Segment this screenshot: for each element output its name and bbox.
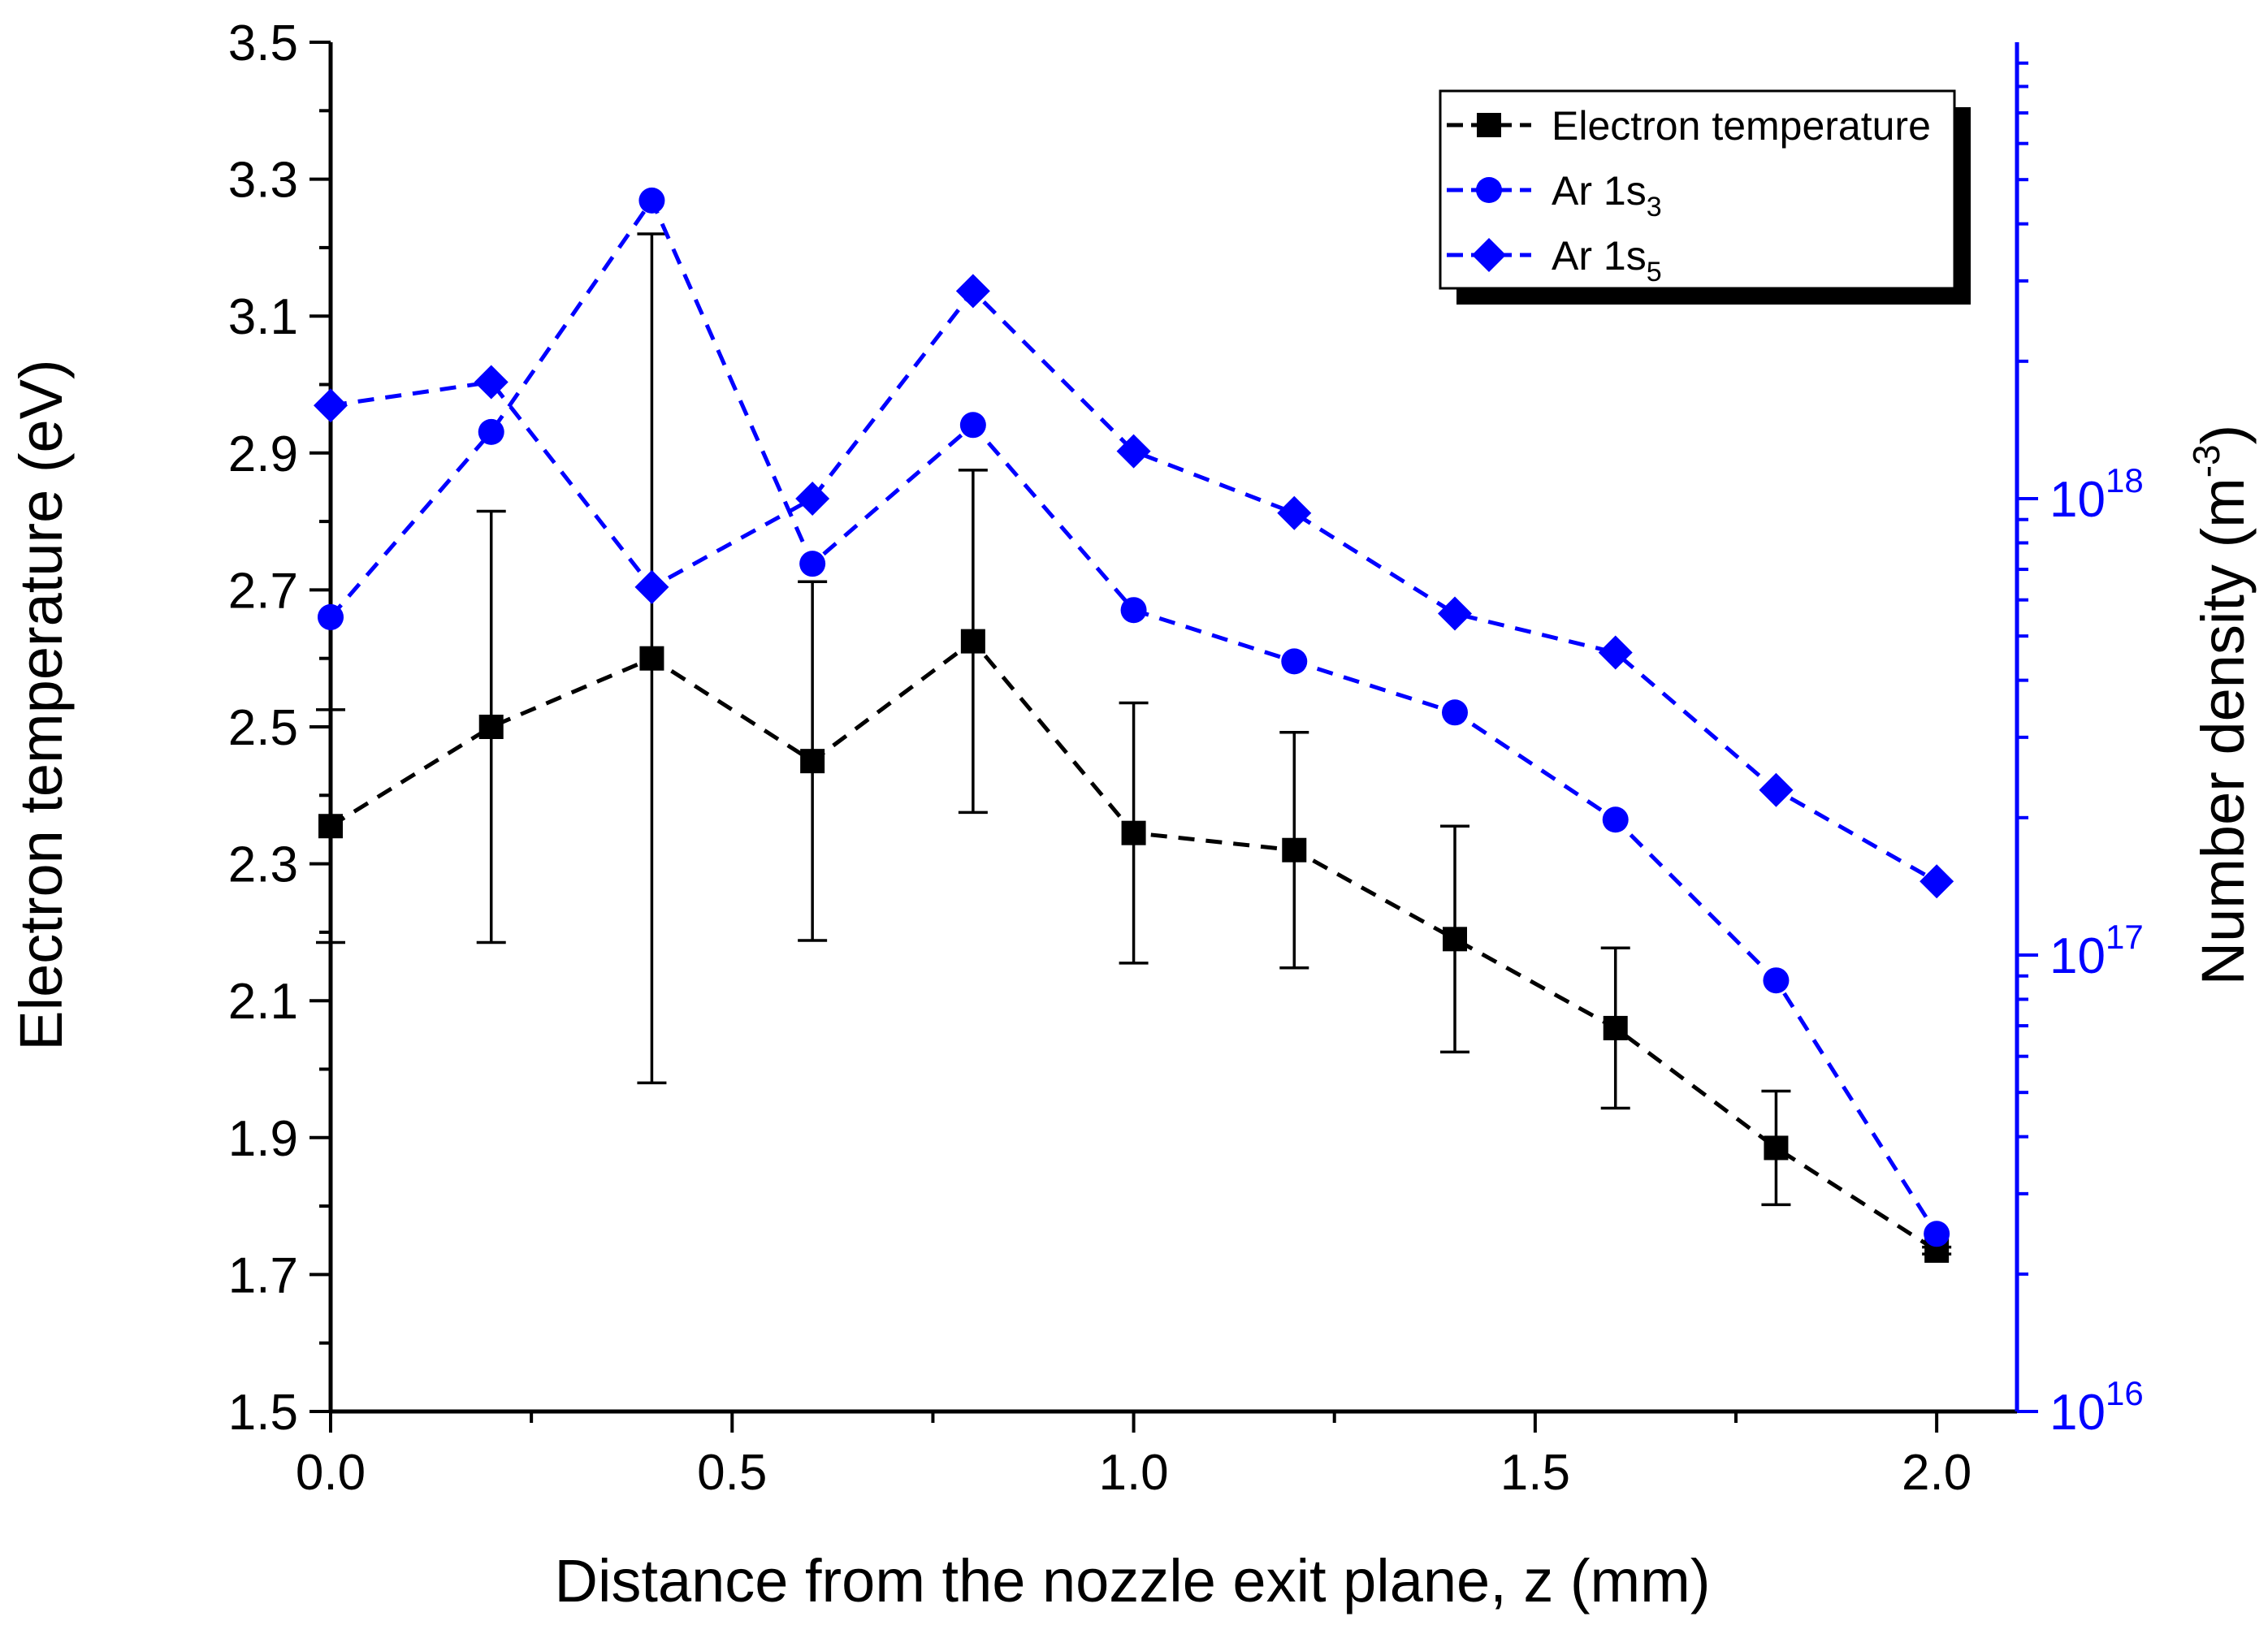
data-point bbox=[314, 388, 348, 423]
data-point bbox=[1920, 864, 1954, 899]
data-point bbox=[1598, 635, 1633, 670]
x-axis-label: Distance from the nozzle exit plane, z (… bbox=[555, 1547, 1711, 1615]
legend-entry: Ar 1s5 bbox=[1447, 233, 1662, 287]
data-point bbox=[800, 749, 825, 774]
legend-entry: Electron temperature bbox=[1447, 103, 1931, 149]
legend-label-text: Ar 1s bbox=[1552, 233, 1647, 279]
series-3 bbox=[314, 274, 1954, 899]
data-point bbox=[639, 646, 664, 671]
data-point bbox=[795, 482, 830, 516]
y-left-tick-label: 2.5 bbox=[228, 700, 298, 756]
data-point bbox=[1764, 1135, 1789, 1161]
data-point bbox=[1281, 648, 1308, 675]
data-point bbox=[1924, 1221, 1950, 1247]
data-point bbox=[478, 418, 504, 445]
data-point bbox=[478, 715, 504, 739]
y-right-tick-base: 10 bbox=[2049, 472, 2106, 528]
data-point bbox=[1763, 967, 1790, 994]
y-right-tick-exponent: 16 bbox=[2106, 1374, 2144, 1412]
y-right-tick-label: 1016 bbox=[2049, 1374, 2144, 1441]
data-point bbox=[1442, 699, 1468, 726]
y-left-tick-label: 3.1 bbox=[228, 289, 298, 345]
x-tick-label: 2.0 bbox=[1902, 1445, 1972, 1501]
data-point bbox=[1759, 772, 1794, 807]
data-point bbox=[1120, 597, 1147, 624]
data-point bbox=[960, 629, 985, 654]
y-left-tick-label: 1.9 bbox=[228, 1111, 298, 1167]
legend-marker bbox=[1476, 177, 1502, 203]
legend-label: Ar 1s3 bbox=[1552, 168, 1662, 223]
data-point bbox=[955, 274, 990, 309]
x-tick-label: 0.0 bbox=[296, 1445, 366, 1501]
legend-label-subscript: 5 bbox=[1647, 257, 1662, 287]
legend-label-subscript: 3 bbox=[1647, 192, 1662, 223]
data-point bbox=[634, 569, 669, 604]
y-right-label-sup: -3 bbox=[2185, 444, 2227, 478]
y-left-tick-label: 2.9 bbox=[228, 426, 298, 482]
y-right-tick-exponent: 17 bbox=[2106, 918, 2144, 956]
data-point bbox=[799, 551, 826, 577]
data-point bbox=[1282, 837, 1307, 862]
y-right-tick-label: 1017 bbox=[2049, 918, 2144, 984]
series-1 bbox=[316, 232, 1952, 1263]
data-point bbox=[1277, 495, 1312, 530]
y-left-tick-label: 2.3 bbox=[228, 837, 298, 893]
y-right-tick-exponent: 18 bbox=[2106, 461, 2144, 499]
y-left-tick-label: 3.3 bbox=[228, 153, 298, 209]
data-point bbox=[318, 603, 344, 630]
y-left-axis-label: Electron temperature (eV) bbox=[7, 359, 75, 1050]
y-left-tick-label: 2.1 bbox=[228, 974, 298, 1030]
series-2 bbox=[318, 187, 1950, 1247]
x-tick-label: 0.5 bbox=[697, 1445, 767, 1501]
y-left-tick-label: 3.5 bbox=[228, 15, 298, 71]
data-point bbox=[1116, 434, 1151, 469]
legend-label: Electron temperature bbox=[1552, 103, 1931, 149]
data-point bbox=[638, 187, 665, 214]
x-tick-label: 1.0 bbox=[1098, 1445, 1168, 1501]
x-tick-label: 1.5 bbox=[1500, 1445, 1570, 1501]
y-right-tick-base: 10 bbox=[2049, 1385, 2106, 1441]
series-line bbox=[330, 287, 1938, 884]
legend-marker bbox=[1477, 113, 1501, 137]
data-point bbox=[1603, 1015, 1628, 1040]
legend-entry: Ar 1s3 bbox=[1447, 168, 1662, 223]
data-point bbox=[1443, 927, 1467, 952]
y-right-tick-label: 1018 bbox=[2049, 461, 2144, 528]
y-right-label-main: Number density (m bbox=[2189, 478, 2257, 985]
data-point bbox=[1602, 806, 1629, 833]
y-right-label-end: ) bbox=[2189, 425, 2257, 445]
legend-label: Ar 1s5 bbox=[1552, 233, 1662, 287]
data-point bbox=[1438, 596, 1472, 631]
y-right-axis-label: Number density (m-3) bbox=[2185, 425, 2257, 986]
y-left-tick-label: 1.5 bbox=[228, 1385, 298, 1441]
data-point bbox=[474, 365, 509, 400]
y-right-tick-base: 10 bbox=[2049, 928, 2106, 984]
data-point bbox=[1121, 820, 1146, 845]
y-left-tick-label: 2.7 bbox=[228, 563, 298, 619]
legend-label-text: Electron temperature bbox=[1552, 103, 1931, 149]
legend-label-text: Ar 1s bbox=[1552, 168, 1647, 214]
data-point bbox=[959, 412, 986, 439]
legend-marker bbox=[1472, 238, 1506, 272]
data-point bbox=[318, 814, 343, 839]
y-left-tick-label: 1.7 bbox=[228, 1247, 298, 1303]
